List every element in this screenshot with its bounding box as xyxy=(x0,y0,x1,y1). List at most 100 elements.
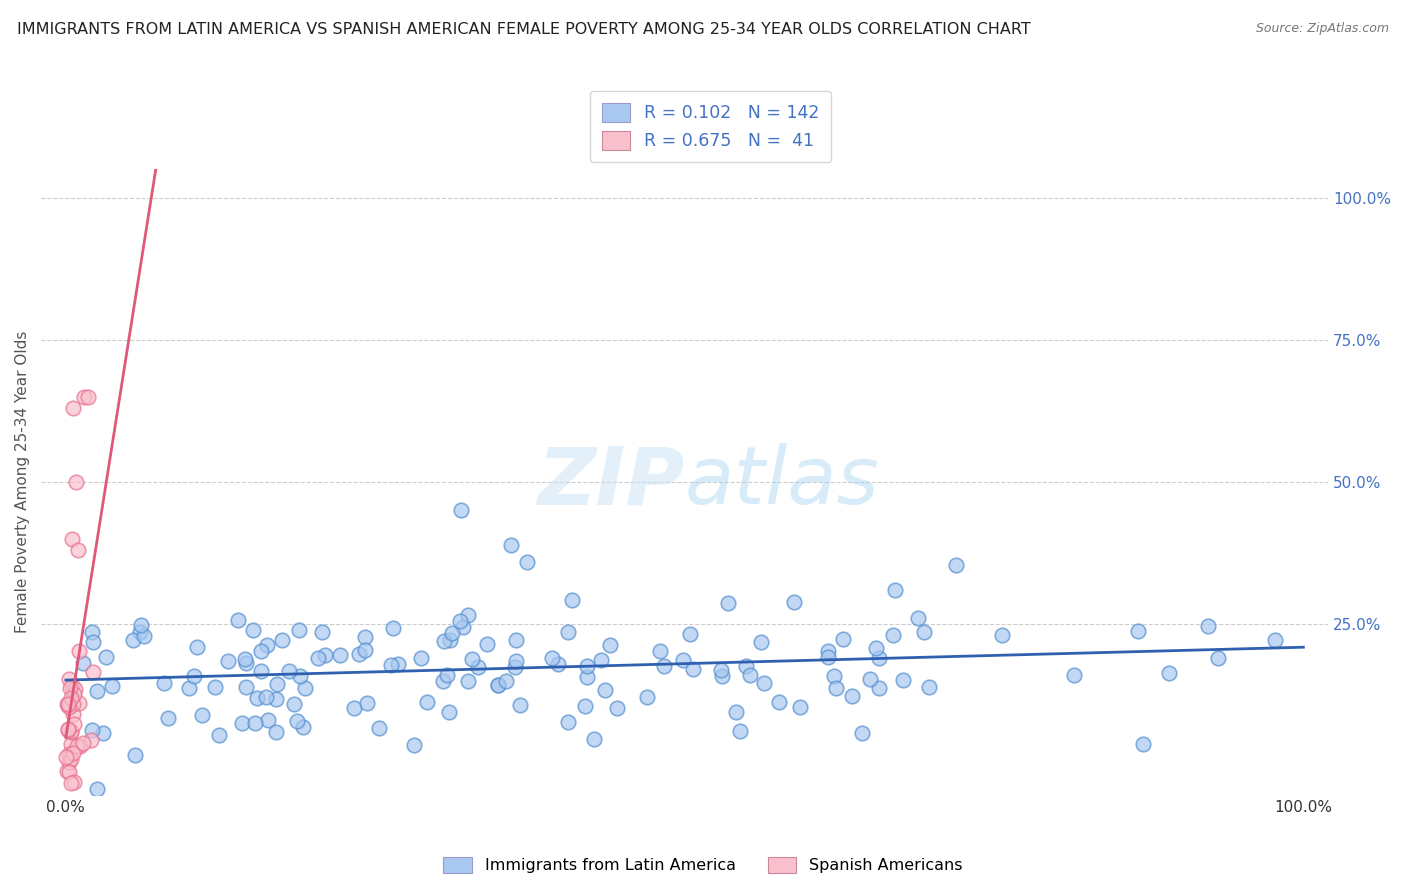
Point xyxy=(73,390,96,404)
Point xyxy=(314,648,336,663)
Point xyxy=(266,691,288,706)
Point xyxy=(287,624,309,638)
Point xyxy=(432,674,454,689)
Point xyxy=(1132,737,1154,751)
Point xyxy=(503,660,526,674)
Point xyxy=(58,764,80,779)
Point xyxy=(235,652,257,666)
Point xyxy=(682,662,704,676)
Point xyxy=(60,724,83,739)
Point xyxy=(58,681,80,696)
Point xyxy=(575,670,598,684)
Point xyxy=(752,675,775,690)
Point xyxy=(636,690,658,704)
Point xyxy=(56,698,79,713)
Point xyxy=(124,747,146,762)
Point xyxy=(945,558,967,573)
Point xyxy=(271,633,294,648)
Point xyxy=(56,697,79,711)
Point xyxy=(509,698,531,712)
Point xyxy=(991,628,1014,642)
Point xyxy=(72,657,94,671)
Point xyxy=(242,624,264,638)
Point xyxy=(294,681,316,696)
Point xyxy=(72,736,94,750)
Point xyxy=(477,637,499,651)
Point xyxy=(82,625,104,640)
Point xyxy=(440,625,463,640)
Point xyxy=(235,657,257,671)
Point xyxy=(67,644,90,658)
Point xyxy=(256,638,278,652)
Text: atlas: atlas xyxy=(685,443,879,521)
Point xyxy=(495,673,517,688)
Legend: R = 0.102   N = 142, R = 0.675   N =  41: R = 0.102 N = 142, R = 0.675 N = 41 xyxy=(589,90,831,162)
Point xyxy=(177,681,200,695)
Point xyxy=(204,681,226,695)
Point xyxy=(599,638,621,652)
Point xyxy=(783,595,806,609)
Point xyxy=(354,643,377,657)
Legend: Immigrants from Latin America, Spanish Americans: Immigrants from Latin America, Spanish A… xyxy=(437,850,969,880)
Point xyxy=(59,776,82,790)
Point xyxy=(516,555,538,569)
Point xyxy=(437,706,460,720)
Point xyxy=(226,613,249,627)
Point xyxy=(69,739,91,753)
Point xyxy=(865,641,887,656)
Point xyxy=(60,679,83,693)
Point xyxy=(402,738,425,752)
Point xyxy=(94,650,117,665)
Point xyxy=(56,722,79,736)
Point xyxy=(62,707,84,722)
Point xyxy=(582,731,605,746)
Point xyxy=(250,644,273,658)
Point xyxy=(356,696,378,710)
Text: Source: ZipAtlas.com: Source: ZipAtlas.com xyxy=(1256,22,1389,36)
Point xyxy=(576,659,599,673)
Point xyxy=(307,651,329,665)
Point xyxy=(86,782,108,797)
Point xyxy=(58,756,80,770)
Point xyxy=(868,681,890,695)
Point xyxy=(254,690,277,705)
Point xyxy=(62,746,84,760)
Point xyxy=(67,543,90,558)
Point xyxy=(59,750,82,764)
Point xyxy=(505,654,527,668)
Point xyxy=(1157,665,1180,680)
Point xyxy=(461,652,484,666)
Point xyxy=(58,672,80,686)
Point xyxy=(457,607,479,622)
Point xyxy=(672,653,695,667)
Point xyxy=(59,752,82,766)
Point xyxy=(439,632,461,647)
Point xyxy=(457,674,479,689)
Point xyxy=(56,723,79,737)
Point xyxy=(58,699,80,714)
Point xyxy=(832,632,855,647)
Point xyxy=(250,664,273,678)
Point xyxy=(486,678,509,692)
Point xyxy=(1128,624,1150,639)
Point xyxy=(62,698,84,712)
Point xyxy=(654,659,676,673)
Point xyxy=(851,726,873,740)
Point xyxy=(153,675,176,690)
Point xyxy=(129,624,152,639)
Point xyxy=(907,611,929,625)
Point xyxy=(67,696,90,710)
Point xyxy=(101,679,124,693)
Point xyxy=(1206,651,1229,665)
Point xyxy=(451,620,474,634)
Point xyxy=(191,708,214,723)
Point xyxy=(606,700,628,714)
Point xyxy=(66,739,89,753)
Point xyxy=(86,683,108,698)
Point xyxy=(449,614,471,628)
Point xyxy=(285,714,308,728)
Point xyxy=(1063,668,1085,682)
Point xyxy=(347,647,370,661)
Point xyxy=(725,705,748,719)
Point xyxy=(380,658,402,673)
